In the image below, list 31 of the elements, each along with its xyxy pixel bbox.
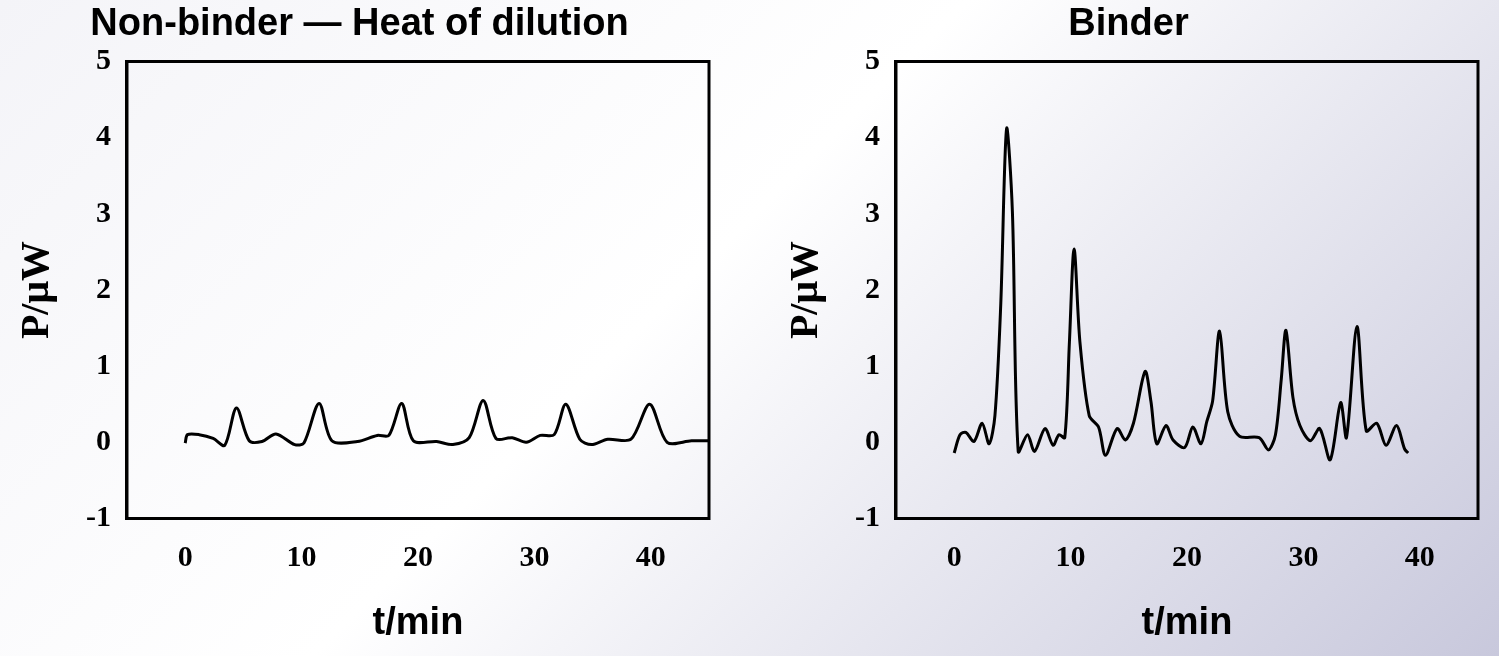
y-tick-label: 2: [864, 270, 880, 304]
y-tick-label: 3: [95, 194, 111, 228]
y-tick-label: 0: [95, 423, 111, 457]
y-tick-label: 3: [864, 194, 880, 228]
y-tick-label: 5: [95, 42, 111, 76]
y-tick-label: -1: [85, 499, 111, 533]
x-tick-label: 20: [1172, 539, 1202, 573]
x-axis-title: t/min: [372, 599, 464, 642]
x-tick-label: 10: [1055, 539, 1086, 573]
y-axis-title: P/μW: [12, 240, 58, 340]
x-tick-label: 0: [946, 539, 962, 573]
y-tick-label: -1: [854, 499, 880, 533]
y-tick-label: 1: [864, 346, 880, 380]
x-tick-label: 0: [177, 539, 193, 573]
y-tick-label: 2: [95, 270, 111, 304]
x-tick-label: 40: [1404, 539, 1435, 573]
y-tick-label: 1: [95, 346, 111, 380]
chart-title: Binder: [1068, 1, 1189, 44]
x-tick-label: 40: [635, 539, 666, 573]
x-tick-label: 10: [286, 539, 317, 573]
x-tick-label: 30: [1288, 539, 1319, 573]
y-tick-label: 4: [864, 118, 880, 152]
y-tick-label: 5: [864, 42, 880, 76]
x-tick-label: 30: [519, 539, 550, 573]
y-axis-title: P/μW: [781, 240, 827, 340]
y-tick-label: 0: [864, 423, 880, 457]
y-tick-label: 4: [95, 118, 111, 152]
x-tick-label: 20: [403, 539, 433, 573]
x-axis-title: t/min: [1141, 599, 1233, 642]
chart-title: Non-binder — Heat of dilution: [90, 1, 629, 44]
line-series: [952, 127, 1410, 462]
